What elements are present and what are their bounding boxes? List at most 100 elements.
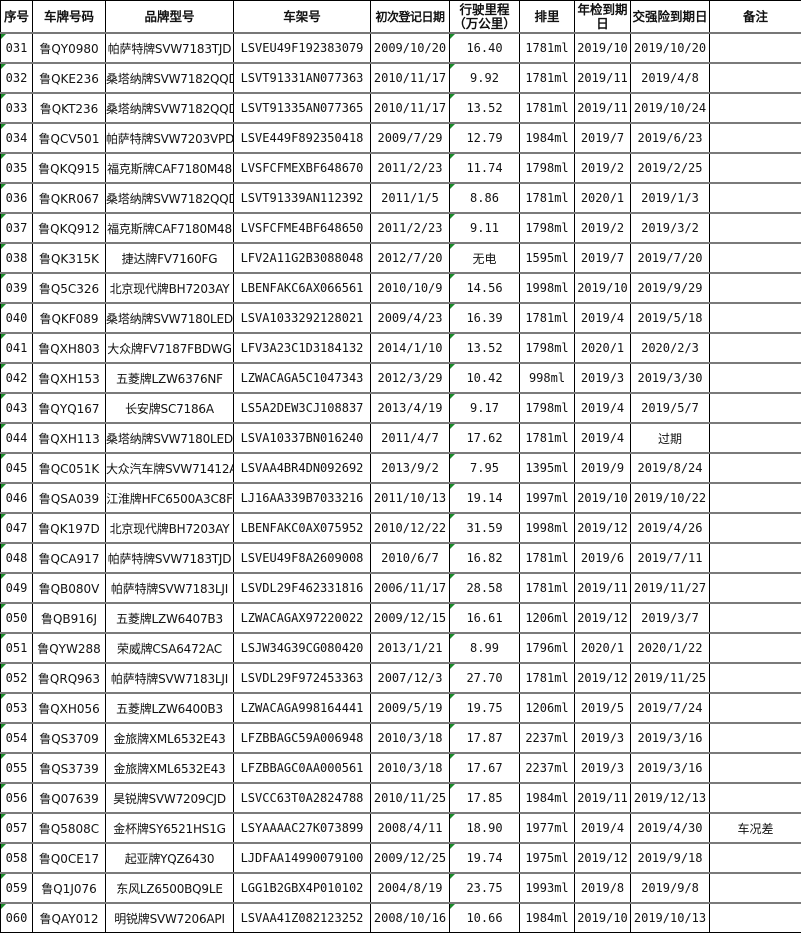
cell-inspection-due[interactable]: 2019/10 xyxy=(574,483,631,514)
cell-displacement[interactable]: 1781ml xyxy=(519,573,575,604)
cell-seq[interactable]: 040 xyxy=(0,303,33,334)
cell-mileage[interactable]: 9.17 xyxy=(449,393,520,424)
cell-registration-date[interactable]: 2012/7/20 xyxy=(370,243,450,274)
cell-vin[interactable]: LSVCC63T0A2824788 xyxy=(233,783,371,814)
cell-plate[interactable]: 鲁QS3709 xyxy=(32,723,106,754)
cell-model[interactable]: 起亚牌YQZ6430 xyxy=(105,843,234,874)
cell-registration-date[interactable]: 2013/4/19 xyxy=(370,393,450,424)
cell-insurance-due[interactable]: 2019/10/24 xyxy=(630,93,710,124)
cell-insurance-due[interactable]: 2019/3/7 xyxy=(630,603,710,634)
cell-mileage[interactable]: 23.75 xyxy=(449,873,520,904)
header-plate[interactable]: 车牌号码 xyxy=(32,0,106,34)
cell-plate[interactable]: 鲁QYW288 xyxy=(32,633,106,664)
cell-registration-date[interactable]: 2011/2/23 xyxy=(370,213,450,244)
cell-seq[interactable]: 036 xyxy=(0,183,33,214)
cell-inspection-due[interactable]: 2019/12 xyxy=(574,663,631,694)
cell-seq[interactable]: 052 xyxy=(0,663,33,694)
cell-remarks[interactable] xyxy=(709,843,801,874)
cell-remarks[interactable] xyxy=(709,423,801,454)
cell-remarks[interactable] xyxy=(709,63,801,94)
cell-inspection-due[interactable]: 2019/12 xyxy=(574,513,631,544)
cell-mileage[interactable]: 19.14 xyxy=(449,483,520,514)
cell-inspection-due[interactable]: 2019/7 xyxy=(574,243,631,274)
cell-inspection-due[interactable]: 2019/10 xyxy=(574,33,631,64)
cell-mileage[interactable]: 19.75 xyxy=(449,693,520,724)
cell-displacement[interactable]: 1796ml xyxy=(519,633,575,664)
cell-displacement[interactable]: 1781ml xyxy=(519,303,575,334)
cell-registration-date[interactable]: 2010/6/7 xyxy=(370,543,450,574)
cell-remarks[interactable] xyxy=(709,573,801,604)
cell-seq[interactable]: 043 xyxy=(0,393,33,424)
cell-registration-date[interactable]: 2009/4/23 xyxy=(370,303,450,334)
cell-model[interactable]: 捷达牌FV7160FG xyxy=(105,243,234,274)
cell-displacement[interactable]: 1798ml xyxy=(519,393,575,424)
cell-insurance-due[interactable]: 2019/1/3 xyxy=(630,183,710,214)
header-vin[interactable]: 车架号 xyxy=(233,0,371,34)
cell-inspection-due[interactable]: 2019/4 xyxy=(574,393,631,424)
cell-displacement[interactable]: 1998ml xyxy=(519,513,575,544)
cell-vin[interactable]: LVSFCFME4BF648650 xyxy=(233,213,371,244)
cell-registration-date[interactable]: 2008/10/16 xyxy=(370,903,450,933)
cell-registration-date[interactable]: 2009/10/20 xyxy=(370,33,450,64)
cell-plate[interactable]: 鲁QK197D xyxy=(32,513,106,544)
cell-plate[interactable]: 鲁Q5C326 xyxy=(32,273,106,304)
cell-seq[interactable]: 056 xyxy=(0,783,33,814)
cell-vin[interactable]: LSVAA4BR4DN092692 xyxy=(233,453,371,484)
cell-insurance-due[interactable]: 2019/3/16 xyxy=(630,753,710,784)
cell-model[interactable]: 大众牌FV7187FBDWG xyxy=(105,333,234,364)
cell-remarks[interactable] xyxy=(709,213,801,244)
cell-displacement[interactable]: 1595ml xyxy=(519,243,575,274)
cell-mileage[interactable]: 10.42 xyxy=(449,363,520,394)
cell-registration-date[interactable]: 2007/12/3 xyxy=(370,663,450,694)
cell-inspection-due[interactable]: 2019/4 xyxy=(574,813,631,844)
cell-insurance-due[interactable]: 2019/9/29 xyxy=(630,273,710,304)
cell-remarks[interactable] xyxy=(709,783,801,814)
cell-plate[interactable]: 鲁QXH056 xyxy=(32,693,106,724)
cell-remarks[interactable] xyxy=(709,303,801,334)
cell-insurance-due[interactable]: 2019/10/20 xyxy=(630,33,710,64)
cell-mileage[interactable]: 16.61 xyxy=(449,603,520,634)
cell-seq[interactable]: 057 xyxy=(0,813,33,844)
cell-displacement[interactable]: 1993ml xyxy=(519,873,575,904)
cell-remarks[interactable] xyxy=(709,543,801,574)
cell-registration-date[interactable]: 2011/1/5 xyxy=(370,183,450,214)
cell-mileage[interactable]: 14.56 xyxy=(449,273,520,304)
cell-mileage[interactable]: 8.99 xyxy=(449,633,520,664)
cell-model[interactable]: 江淮牌HFC6500A3C8F xyxy=(105,483,234,514)
cell-vin[interactable]: LSJW34G39CG080420 xyxy=(233,633,371,664)
cell-remarks[interactable] xyxy=(709,483,801,514)
cell-plate[interactable]: 鲁Q0CE17 xyxy=(32,843,106,874)
header-insurance-due[interactable]: 交强险到期日 xyxy=(630,0,710,34)
cell-displacement[interactable]: 2237ml xyxy=(519,753,575,784)
cell-seq[interactable]: 041 xyxy=(0,333,33,364)
cell-registration-date[interactable]: 2010/12/22 xyxy=(370,513,450,544)
cell-remarks[interactable] xyxy=(709,753,801,784)
cell-seq[interactable]: 035 xyxy=(0,153,33,184)
cell-plate[interactable]: 鲁QKF089 xyxy=(32,303,106,334)
cell-plate[interactable]: 鲁QK315K xyxy=(32,243,106,274)
cell-displacement[interactable]: 1781ml xyxy=(519,543,575,574)
cell-seq[interactable]: 045 xyxy=(0,453,33,484)
cell-inspection-due[interactable]: 2020/1 xyxy=(574,633,631,664)
cell-vin[interactable]: LZWACAGA998164441 xyxy=(233,693,371,724)
cell-seq[interactable]: 048 xyxy=(0,543,33,574)
cell-seq[interactable]: 050 xyxy=(0,603,33,634)
cell-seq[interactable]: 046 xyxy=(0,483,33,514)
cell-model[interactable]: 帕萨特牌SVW7203VPD xyxy=(105,123,234,154)
cell-mileage[interactable]: 28.58 xyxy=(449,573,520,604)
cell-insurance-due[interactable]: 2019/3/2 xyxy=(630,213,710,244)
cell-model[interactable]: 桑塔纳牌SVW7182QQD xyxy=(105,93,234,124)
cell-registration-date[interactable]: 2010/11/17 xyxy=(370,63,450,94)
cell-registration-date[interactable]: 2012/3/29 xyxy=(370,363,450,394)
cell-plate[interactable]: 鲁QY0980 xyxy=(32,33,106,64)
cell-displacement[interactable]: 1984ml xyxy=(519,783,575,814)
cell-displacement[interactable]: 1798ml xyxy=(519,213,575,244)
cell-inspection-due[interactable]: 2019/8 xyxy=(574,873,631,904)
cell-inspection-due[interactable]: 2019/12 xyxy=(574,843,631,874)
cell-model[interactable]: 桑塔纳牌SVW7182QQD xyxy=(105,183,234,214)
cell-displacement[interactable]: 1395ml xyxy=(519,453,575,484)
header-registration-date[interactable]: 初次登记日期 xyxy=(370,0,450,34)
cell-mileage[interactable]: 8.86 xyxy=(449,183,520,214)
cell-seq[interactable]: 038 xyxy=(0,243,33,274)
cell-inspection-due[interactable]: 2019/3 xyxy=(574,363,631,394)
